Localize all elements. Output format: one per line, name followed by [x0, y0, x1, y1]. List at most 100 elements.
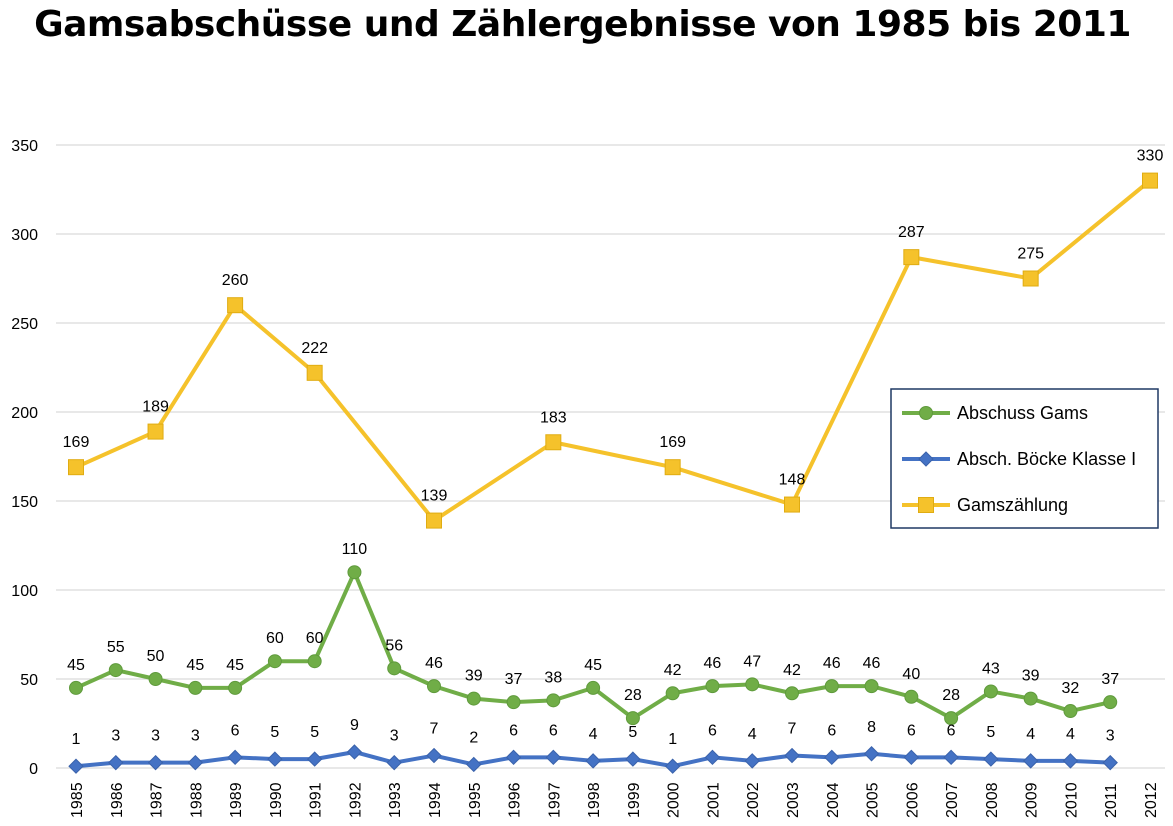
- y-axis-tick-labels: 0 50 100 150 200 250 300 350: [11, 138, 38, 778]
- data-point: [664, 459, 681, 476]
- y-tick-label: 250: [11, 316, 38, 333]
- data-point: [944, 711, 959, 726]
- series-2: 1 3 3 3 6 5 5 9 3 7 2 6 6 4 5 1 6 4 7 6 8 6 6 5 4 4 3: [68, 717, 1118, 774]
- data-label: 189: [142, 399, 169, 416]
- data-point: [903, 749, 920, 766]
- x-axis-tick-labels: 1985 1986 1987 1988 1989 1990 1991 1992 1993 1994…: [69, 782, 1160, 818]
- data-label: 40: [902, 666, 920, 683]
- legend-label: Gamszählung: [957, 495, 1068, 515]
- data-label: 275: [1017, 246, 1044, 263]
- x-tick-label: 1988: [188, 782, 205, 818]
- data-label: 60: [306, 630, 324, 647]
- data-point: [267, 654, 282, 669]
- x-tick-label: 1990: [268, 782, 285, 818]
- x-tick-label: 2002: [745, 782, 762, 818]
- y-tick-label: 350: [11, 138, 38, 155]
- data-label: 32: [1062, 680, 1080, 697]
- data-point: [784, 747, 800, 764]
- data-point: [267, 751, 283, 767]
- data-label: 39: [465, 668, 483, 685]
- x-tick-label: 2008: [984, 782, 1001, 818]
- data-label: 6: [549, 722, 558, 739]
- data-point: [1022, 270, 1039, 287]
- x-tick-label: 1986: [109, 782, 126, 818]
- data-point: [585, 753, 601, 769]
- y-tick-label: 50: [20, 672, 38, 689]
- data-label: 46: [823, 655, 841, 672]
- data-label: 37: [1101, 671, 1119, 688]
- data-point: [824, 749, 840, 766]
- data-point: [665, 686, 680, 701]
- data-point: [227, 297, 244, 314]
- x-tick-label: 1999: [626, 782, 643, 818]
- data-point: [664, 758, 681, 774]
- x-tick-label: 2012: [1143, 782, 1160, 818]
- data-label: 260: [222, 272, 249, 289]
- data-label: 45: [584, 657, 602, 674]
- data-point: [148, 672, 163, 686]
- series-3: 169 189 260 222 139 183 169 148 287 275 330: [63, 148, 1164, 529]
- data-label: 60: [266, 630, 284, 647]
- data-label: 28: [942, 687, 960, 704]
- data-label: 5: [986, 724, 995, 741]
- data-label: 7: [430, 721, 439, 738]
- data-label: 42: [664, 662, 682, 679]
- data-point: [427, 679, 441, 694]
- x-tick-label: 2001: [705, 782, 722, 818]
- x-tick-label: 2009: [1024, 782, 1041, 818]
- legend-label: Abschuss Gams: [957, 403, 1088, 423]
- data-point: [546, 693, 561, 708]
- data-label: 287: [898, 224, 925, 241]
- x-tick-label: 2003: [785, 782, 802, 818]
- data-label: 5: [270, 724, 279, 741]
- data-point: [545, 749, 562, 766]
- x-tick-label: 1998: [586, 782, 603, 818]
- legend-label: Absch. Böcke Klasse I: [957, 449, 1136, 469]
- data-point: [346, 744, 363, 760]
- x-tick-label: 2006: [904, 782, 921, 818]
- data-label: 139: [421, 488, 448, 505]
- legend: Abschuss Gams Absch. Böcke Klasse I Gamszä…: [890, 388, 1159, 529]
- data-point: [306, 751, 323, 767]
- data-label: 39: [1022, 668, 1040, 685]
- series-1: 45 55 50 45 45 60 60 110 56 46 39 37 38 45 28 42 46 47 42 4…: [67, 541, 1119, 726]
- data-label: 4: [589, 726, 598, 743]
- data-label: 330: [1137, 148, 1164, 165]
- data-label: 37: [505, 671, 523, 688]
- data-label: 222: [301, 340, 328, 357]
- data-label: 5: [310, 724, 319, 741]
- x-tick-label: 1995: [467, 782, 484, 818]
- data-point: [1023, 691, 1038, 706]
- data-point: [307, 654, 322, 669]
- data-label: 4: [1026, 726, 1035, 743]
- data-label: 1: [72, 731, 81, 748]
- data-label: 6: [947, 722, 956, 739]
- data-point: [586, 680, 601, 695]
- x-tick-label: 1994: [427, 782, 444, 818]
- data-label: 110: [342, 541, 368, 558]
- data-label: 4: [748, 726, 757, 743]
- data-label: 38: [544, 669, 562, 686]
- data-label: 6: [708, 722, 717, 739]
- data-point: [108, 663, 123, 678]
- data-point: [1063, 704, 1078, 719]
- y-tick-label: 200: [11, 405, 38, 422]
- data-point: [625, 751, 641, 767]
- data-point: [1102, 754, 1118, 771]
- x-tick-label: 1991: [308, 782, 325, 818]
- data-point: [466, 756, 482, 773]
- data-point: [426, 747, 442, 764]
- data-label: 6: [509, 722, 518, 739]
- x-tick-label: 2010: [1063, 782, 1080, 818]
- data-point: [745, 677, 760, 692]
- data-label: 3: [151, 728, 160, 745]
- x-tick-label: 1992: [347, 782, 364, 818]
- data-point: [863, 746, 880, 762]
- data-point: [943, 749, 959, 766]
- data-label: 2: [469, 729, 478, 746]
- data-label: 4: [1066, 726, 1075, 743]
- data-label: 169: [63, 434, 90, 451]
- chart-title: Gamsabschüsse und Zählergebnisse von 198…: [34, 4, 1131, 45]
- data-point: [386, 754, 402, 771]
